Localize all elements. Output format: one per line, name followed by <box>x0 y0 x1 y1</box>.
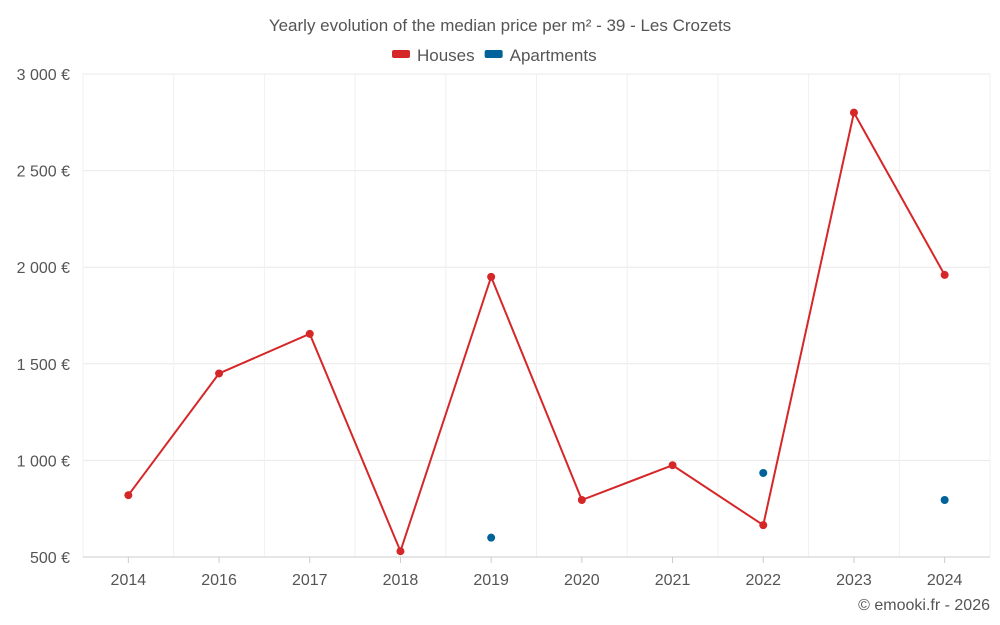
legend-swatch-apartments <box>484 50 503 58</box>
x-tick-label: 2022 <box>745 572 781 589</box>
y-tick-label: 3 000 € <box>17 67 70 84</box>
houses-point <box>305 329 314 338</box>
houses-point <box>124 491 133 500</box>
houses-point <box>668 461 677 470</box>
x-tick-label: 2017 <box>292 572 328 589</box>
legend-label-apartments: Apartments <box>510 46 597 65</box>
legend-label-houses: Houses <box>417 46 475 65</box>
houses-line <box>127 109 946 555</box>
y-tick-label: 2 000 € <box>17 260 70 277</box>
apartments-point <box>759 468 768 477</box>
houses-point <box>759 521 768 530</box>
legend-swatch-houses <box>392 50 410 58</box>
grid <box>82 73 991 558</box>
chart-title: Yearly evolution of the median price per… <box>269 16 731 35</box>
series-marks <box>124 108 949 556</box>
x-tick-label: 2014 <box>111 572 147 589</box>
x-tick-label: 2016 <box>201 572 237 589</box>
x-tick-label: 2023 <box>836 572 872 589</box>
apartments-point <box>940 496 949 505</box>
x-tick-label: 2018 <box>383 572 419 589</box>
credit: © emooki.fr - 2026 <box>858 597 990 614</box>
x-tick-label: 2021 <box>655 572 691 589</box>
x-tick-label: 2024 <box>927 572 963 589</box>
houses-point <box>849 108 858 117</box>
y-tick-label: 2 500 € <box>17 164 70 181</box>
houses-point <box>487 272 496 281</box>
y-tick-label: 1 500 € <box>17 357 70 374</box>
houses-point <box>396 547 405 556</box>
x-tick-label: 2020 <box>564 572 600 589</box>
houses-point <box>577 496 586 505</box>
houses-point <box>940 270 949 279</box>
legend: Houses Apartments <box>392 46 597 65</box>
axes: 500 € 1 000 € 1 500 € 2 000 € 2 500 € 3 000 €… <box>17 67 990 589</box>
houses-point <box>215 369 224 378</box>
y-tick-label: 1 000 € <box>17 453 70 470</box>
y-tick-label: 500 € <box>30 550 70 567</box>
apartments-point <box>487 533 496 542</box>
x-tick-label: 2019 <box>473 572 509 589</box>
